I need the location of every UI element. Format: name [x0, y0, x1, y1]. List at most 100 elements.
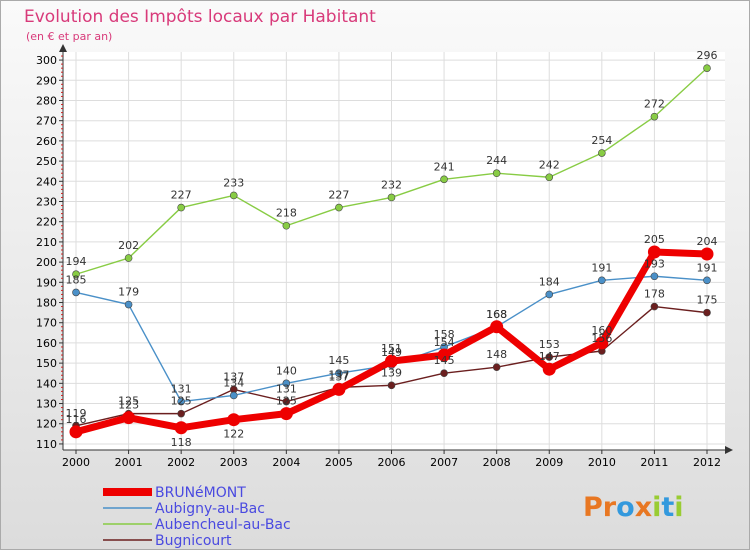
plot-area: [63, 52, 725, 450]
x-tick-label: 2012: [693, 456, 721, 469]
data-label: 179: [118, 286, 139, 299]
data-point: [385, 354, 398, 368]
data-label: 137: [328, 370, 349, 383]
y-tick-label: 130: [36, 398, 57, 411]
chart-subtitle: (en € et par an): [26, 30, 112, 43]
y-tick-label: 180: [36, 297, 57, 310]
data-point: [492, 169, 501, 178]
data-point: [650, 112, 659, 121]
data-point: [387, 381, 396, 390]
y-tick-label: 240: [36, 175, 57, 188]
data-point: [387, 193, 396, 202]
data-label: 227: [171, 189, 192, 202]
data-point: [440, 175, 448, 184]
data-label: 137: [223, 370, 244, 383]
y-tick-label: 260: [36, 135, 57, 148]
data-point: [492, 363, 501, 371]
data-labels-layer: 194 202 227 233 218 227 232 241 244 242 254 272 296 1…: [66, 49, 718, 449]
data-point: [177, 203, 185, 212]
x-tick-label: 2007: [430, 456, 458, 469]
y-tick-label: 280: [36, 94, 57, 107]
data-point: [700, 247, 714, 261]
data-label: 175: [697, 294, 718, 307]
data-label: 118: [171, 436, 192, 449]
brand-letter: o: [616, 492, 635, 523]
series-aubencheul-au-bac: [72, 64, 711, 279]
y-tick-label: 250: [36, 155, 57, 168]
x-tick-label: 2008: [483, 456, 511, 469]
data-label: 139: [381, 366, 402, 379]
data-label: 131: [276, 383, 297, 396]
data-point: [335, 203, 343, 212]
data-label: 125: [118, 395, 139, 408]
data-label: 122: [223, 428, 244, 441]
x-tick-label: 2009: [535, 456, 563, 469]
data-point: [598, 149, 606, 157]
data-label: 140: [276, 364, 297, 377]
data-label: 191: [591, 261, 612, 274]
data-point: [282, 221, 291, 230]
data-label: 191: [697, 261, 718, 274]
y-tick-label: 150: [36, 357, 57, 370]
legend-label: Aubencheul-au-Bac: [155, 517, 291, 533]
data-label: 193: [644, 257, 665, 270]
y-tick-label: 110: [36, 438, 57, 451]
y-tick-label: 140: [36, 377, 57, 390]
data-point: [282, 397, 291, 406]
data-point: [440, 369, 448, 378]
data-label: 131: [171, 383, 192, 396]
data-point: [177, 409, 185, 418]
legend-item-brun-mont: BRUNéMONT: [103, 485, 246, 501]
y-tick-label: 290: [36, 74, 57, 87]
data-label: 232: [381, 178, 402, 191]
data-label: 272: [644, 98, 665, 111]
data-point: [650, 272, 659, 281]
x-axis-arrow: [725, 446, 733, 454]
data-label: 145: [328, 354, 349, 367]
data-point: [174, 421, 188, 435]
data-label: 123: [118, 399, 139, 412]
data-point: [703, 308, 711, 317]
data-label: 178: [644, 288, 665, 301]
y-axis-ticks: 110 120 130 140 150 160 170 180 190 200 210 220 230 2…: [36, 54, 63, 451]
data-point: [124, 254, 133, 262]
x-tick-label: 2010: [588, 456, 616, 469]
legend-item-aubigny-au-bac: Aubigny-au-Bac: [103, 501, 265, 517]
data-point: [227, 413, 241, 427]
x-tick-label: 2004: [272, 456, 300, 469]
brand-letter: P: [583, 492, 603, 523]
data-point: [69, 425, 83, 439]
data-point: [122, 411, 136, 425]
y-tick-label: 190: [36, 276, 57, 289]
legend: BRUNéMONTAubigny-au-BacAubencheul-au-Bac…: [103, 485, 291, 549]
data-label: 241: [434, 160, 455, 173]
data-point: [598, 276, 606, 285]
data-label: 168: [486, 308, 507, 321]
y-tick-label: 270: [36, 115, 57, 128]
data-point: [332, 382, 346, 396]
y-tick-label: 210: [36, 236, 57, 249]
data-label: 184: [539, 275, 560, 288]
y-tick-label: 300: [36, 54, 57, 67]
legend-label: Bugnicourt: [155, 533, 232, 549]
data-point: [542, 362, 556, 376]
data-point: [545, 290, 554, 299]
series-layer: [69, 64, 714, 439]
data-label: 296: [697, 49, 718, 62]
legend-item-aubencheul-au-bac: Aubencheul-au-Bac: [103, 517, 291, 533]
data-label: 205: [644, 233, 665, 246]
x-tick-label: 2006: [378, 456, 406, 469]
data-label: 227: [328, 189, 349, 202]
brand-letter: t: [661, 492, 674, 523]
data-label: 242: [539, 158, 560, 171]
data-point: [595, 336, 609, 350]
data-point: [545, 353, 554, 361]
data-label: 202: [118, 239, 139, 252]
y-axis-arrow: [59, 44, 67, 52]
y-tick-label: 200: [36, 256, 57, 269]
data-label: 148: [486, 348, 507, 361]
data-label: 185: [66, 273, 87, 286]
x-tick-label: 2003: [220, 456, 248, 469]
data-label: 156: [591, 332, 612, 345]
